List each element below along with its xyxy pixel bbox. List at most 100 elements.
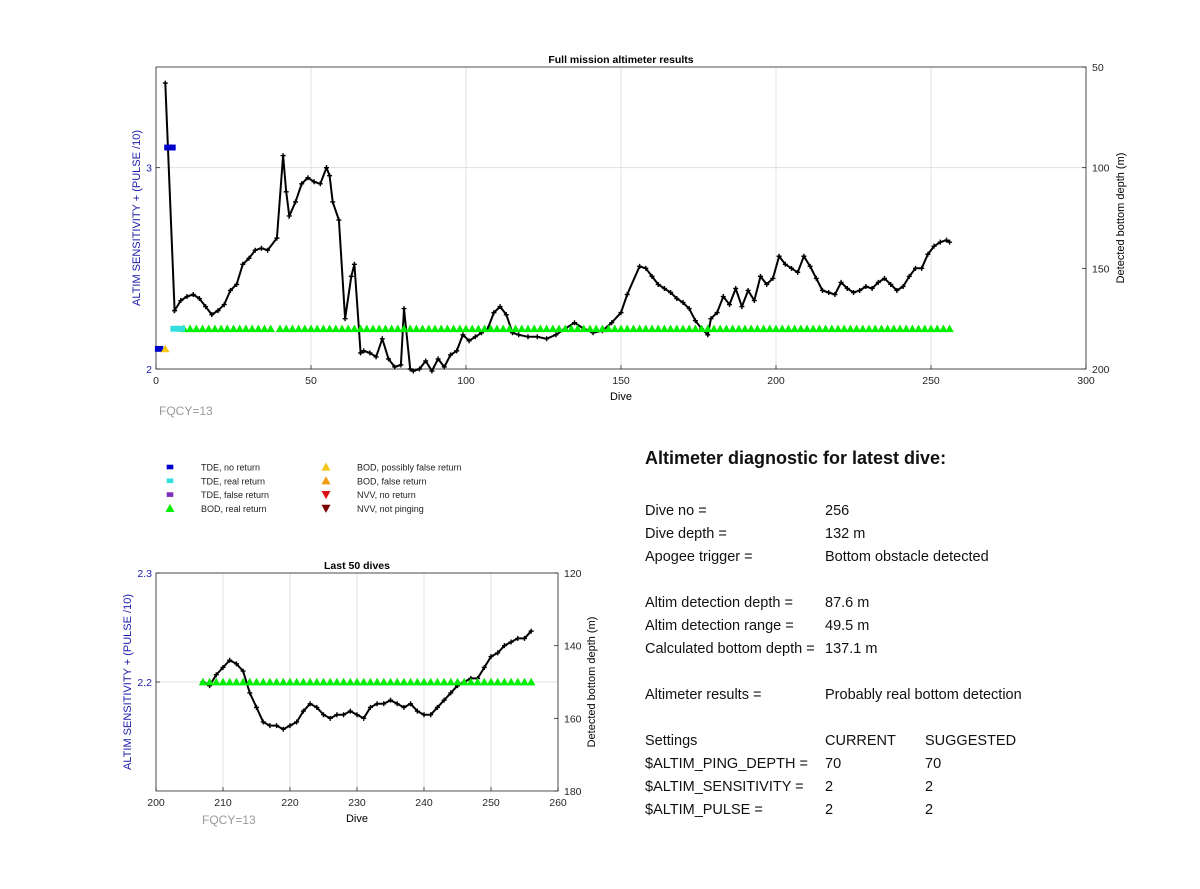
last50-depth-point <box>260 719 266 725</box>
full-bod-real-marker <box>678 324 688 333</box>
last50-bod-real-marker <box>346 677 355 686</box>
full-bod-real-marker <box>939 324 948 333</box>
full-ytick-right-label: 200 <box>1092 364 1110 376</box>
last50-bod-real-marker <box>279 677 288 686</box>
full-depth-point <box>882 275 887 281</box>
full-chart-fqcy: FQCY=13 <box>159 404 213 418</box>
last50-depth-point <box>501 643 507 649</box>
full-depth-point <box>739 304 745 310</box>
full-depth-point <box>745 287 751 293</box>
last50-bod-real-marker <box>312 677 321 686</box>
full-depth-point <box>351 261 357 267</box>
full-depth-point <box>609 320 615 326</box>
full-depth-point <box>497 304 503 310</box>
full-depth-point <box>330 199 336 205</box>
full-bod-real-marker <box>933 324 942 333</box>
full-bod-real-marker <box>486 324 495 333</box>
full-depth-point <box>888 281 894 287</box>
last50-xtick-label: 260 <box>549 797 567 809</box>
full-bod-real-marker <box>241 324 251 333</box>
dive-depth-value: 132 m <box>825 525 866 542</box>
full-depth-point <box>776 253 782 259</box>
full-depth-point <box>947 239 953 245</box>
full-bod-real-marker <box>728 324 737 333</box>
full-bod-real-marker <box>331 324 340 333</box>
last50-depth-point <box>274 723 280 729</box>
last50-xtick-label: 220 <box>281 797 299 809</box>
full-bod-real-marker <box>548 324 557 333</box>
last50-depth-point <box>448 690 454 696</box>
full-xtick-label: 0 <box>153 375 159 387</box>
full-depth-point <box>221 302 227 308</box>
setting-current: 2 <box>825 801 834 818</box>
last50-depth-point <box>254 704 259 710</box>
full-bod-real-marker <box>759 324 768 333</box>
last50-ytick-left-label: 2.3 <box>137 568 152 580</box>
full-depth-point <box>407 366 413 372</box>
full-bod-real-marker <box>815 324 824 333</box>
full-depth-point <box>246 255 252 261</box>
full-bod-real-marker <box>288 324 297 333</box>
full-bod-real-marker <box>381 324 390 333</box>
full-bod-real-marker <box>697 324 706 333</box>
full-bod-real-marker <box>740 324 750 333</box>
full-depth-point <box>336 217 342 223</box>
full-ytick-right-label: 100 <box>1092 163 1110 175</box>
full-depth-point <box>643 265 649 271</box>
full-bod-real-marker <box>716 324 725 333</box>
setting-current: 2 <box>825 778 834 795</box>
full-depth-point <box>807 263 813 269</box>
full-bod-real-marker <box>914 324 923 333</box>
legend-bod-false-icon <box>321 476 331 485</box>
setting-suggested: 70 <box>925 755 942 772</box>
full-depth-point <box>727 302 732 308</box>
full-depth-point <box>386 356 391 362</box>
last50-bod-real-marker <box>205 677 214 686</box>
full-depth-point <box>240 261 246 267</box>
last50-bod-real-marker <box>259 677 268 686</box>
last50-depth-point <box>321 712 326 718</box>
full-bod-real-marker <box>802 324 812 333</box>
full-bod-real-marker <box>554 324 564 333</box>
dive-no-label: Dive no = <box>645 502 707 519</box>
full-bod-real-marker <box>902 324 911 333</box>
last50-chart-fqcy: FQCY=13 <box>202 813 256 827</box>
full-xtick-label: 50 <box>305 375 317 387</box>
full-bod-real-marker <box>709 324 719 333</box>
full-depth-point <box>299 181 305 187</box>
full-bod-real-marker <box>216 324 226 333</box>
last50-bod-real-marker <box>299 677 308 686</box>
apogee-row: Apogee trigger = Bottom obstacle detecte… <box>645 545 1185 568</box>
legend-item: BOD, real return <box>165 503 267 514</box>
full-depth-point <box>764 281 770 287</box>
full-bod-real-marker <box>685 324 694 333</box>
full-bod-real-marker <box>387 324 396 333</box>
full-bod-real-marker <box>908 324 917 333</box>
last50-chart-ylabel-right: Detected bottom depth (m) <box>586 617 598 748</box>
last50-depth-point <box>441 697 447 703</box>
last50-bod-real-marker <box>513 677 522 686</box>
full-bod-real-marker <box>511 324 520 333</box>
full-bod-real-marker <box>846 324 855 333</box>
full-bod-real-marker <box>840 324 849 333</box>
last50-bod-real-marker <box>366 677 375 686</box>
last50-bod-real-marker <box>305 677 315 686</box>
dive-depth-row: Dive depth = 132 m <box>645 522 1185 545</box>
full-depth-point <box>348 273 354 279</box>
full-depth-point <box>503 312 509 318</box>
full-bod-real-marker <box>567 324 576 333</box>
last50-bod-real-marker <box>439 677 449 686</box>
last50-depth-point <box>294 719 300 725</box>
apogee-value: Bottom obstacle detected <box>825 548 989 565</box>
full-depth-point <box>454 348 460 354</box>
full-depth-point <box>435 356 441 362</box>
last50-depth-point <box>247 690 253 696</box>
last50-ytick-right-label: 180 <box>564 786 582 798</box>
full-bod-real-marker <box>356 324 365 333</box>
full-chart-ylabel-right: Detected bottom depth (m) <box>1115 153 1127 284</box>
full-bod-real-marker <box>210 324 220 333</box>
full-depth-point <box>227 287 233 293</box>
apogee-label: Apogee trigger = <box>645 548 753 565</box>
full-mission-chart: Full mission altimeter results Dive ALTI… <box>131 54 1127 418</box>
full-bod-real-marker <box>765 324 774 333</box>
